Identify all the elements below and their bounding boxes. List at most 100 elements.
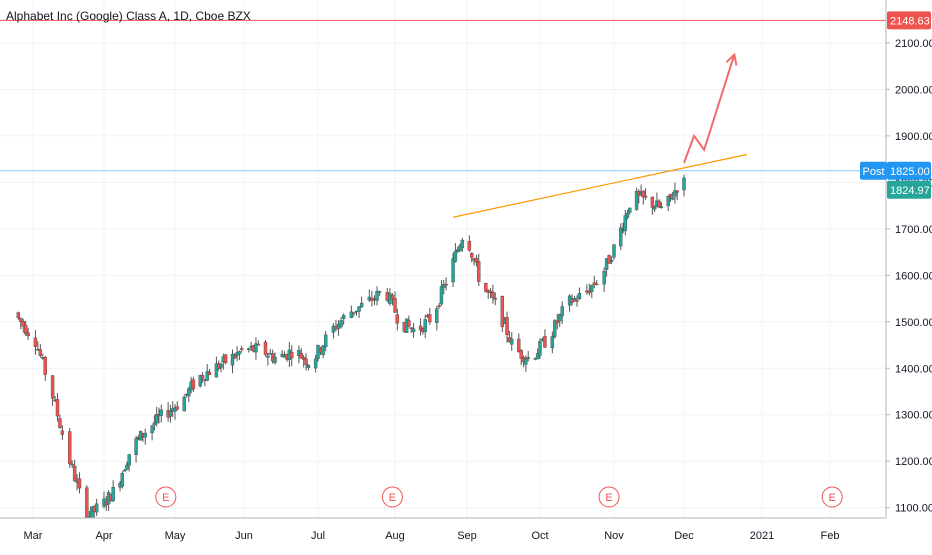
candle-body [77, 478, 82, 489]
candle [324, 330, 328, 352]
candle [442, 279, 446, 295]
candle [233, 353, 237, 360]
candle [553, 319, 557, 339]
candle-body [38, 349, 43, 356]
candle [671, 191, 675, 201]
candle-body [493, 298, 497, 300]
candle [33, 330, 38, 355]
candle [572, 295, 577, 302]
candle [94, 498, 99, 517]
candle [150, 424, 154, 441]
candle-body [50, 375, 55, 399]
candle-body [570, 298, 574, 303]
candle [526, 351, 530, 362]
earnings-marker-label: E [829, 492, 836, 504]
candle-body [200, 375, 205, 379]
candle-body [650, 196, 655, 208]
candle [643, 188, 648, 201]
last-price-badge: 1824.97 [887, 180, 931, 199]
candle [423, 314, 427, 339]
candle-body [357, 306, 361, 312]
candle-body [299, 353, 303, 359]
candle-body [673, 190, 677, 197]
candle-body [16, 312, 21, 319]
candle [26, 328, 30, 340]
candle-body [477, 261, 481, 282]
candle-body [526, 357, 530, 359]
candle-body [510, 338, 514, 345]
candle-body [595, 283, 599, 286]
candle [68, 427, 72, 468]
candle [273, 352, 277, 365]
candle [152, 415, 157, 431]
candle-body [442, 284, 446, 288]
candle [652, 205, 657, 213]
candle [304, 353, 308, 371]
candle [543, 329, 547, 348]
earnings-marker-label: E [605, 492, 612, 504]
x-tick-label: Oct [531, 530, 548, 542]
resistance-price-badge: 2148.63 [887, 11, 931, 30]
earnings-marker-circle [155, 486, 177, 508]
x-tick-label: Jun [235, 530, 253, 542]
candle-body [72, 465, 77, 482]
candle [510, 332, 514, 351]
candle [256, 340, 261, 346]
candle [666, 195, 670, 212]
candle-body [219, 364, 223, 368]
candle [558, 313, 562, 328]
candle-body [127, 454, 131, 466]
candle-body [435, 308, 439, 323]
candle [477, 253, 481, 287]
candle [239, 345, 244, 353]
candle [675, 190, 679, 201]
candle [619, 223, 623, 251]
candle [200, 372, 205, 383]
candle [590, 284, 594, 299]
candle [395, 308, 400, 331]
candle-body [349, 311, 354, 318]
candle [377, 290, 382, 296]
candle [154, 406, 159, 427]
post-badge: Post 1825.00 [860, 161, 931, 180]
candle [21, 318, 25, 333]
candle-body [321, 345, 325, 356]
candle-body [538, 340, 542, 356]
candle [567, 294, 572, 312]
candle-body [239, 348, 244, 350]
candle [72, 459, 77, 482]
candle [484, 282, 488, 293]
candle [60, 425, 65, 440]
candle-body [125, 464, 129, 470]
candle-body [659, 206, 664, 208]
candle-body [111, 487, 115, 502]
y-axis: 1100.00 1200.00 1300.00 1400.00 1500.00 1600.… [886, 11, 932, 515]
candle [127, 454, 131, 472]
candle-body [643, 195, 648, 198]
y-tick-label: 1500.00 [895, 317, 932, 329]
candle [254, 337, 258, 360]
candle-body [577, 293, 582, 300]
candle [301, 354, 306, 368]
candle-body [500, 295, 505, 327]
candle-body [550, 336, 555, 349]
candle-body [247, 348, 251, 350]
candle [668, 193, 673, 203]
candle [428, 307, 432, 325]
candle [550, 331, 555, 354]
candle [634, 187, 639, 211]
candle-body [467, 240, 472, 251]
chart-title: Alphabet Inc (Google) Class A, 1D, Cboe … [6, 9, 251, 23]
candle [43, 355, 47, 382]
candle [673, 182, 677, 204]
candle-body [223, 354, 228, 364]
candle [628, 207, 632, 215]
candle [555, 313, 559, 330]
candle [418, 318, 423, 336]
candle [77, 472, 82, 494]
candle-body [154, 413, 159, 424]
x-tick-label: Dec [674, 530, 694, 542]
candle [641, 190, 646, 205]
